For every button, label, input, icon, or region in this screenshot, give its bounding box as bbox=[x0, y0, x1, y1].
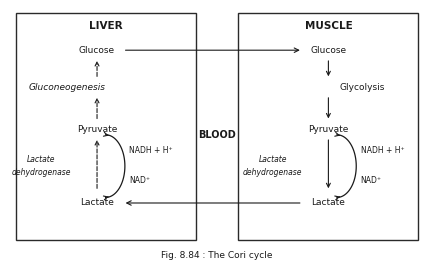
Text: MUSCLE: MUSCLE bbox=[305, 22, 352, 31]
Text: Lactate
dehydrogenase: Lactate dehydrogenase bbox=[12, 155, 71, 177]
Text: Lactate: Lactate bbox=[312, 199, 345, 207]
Text: Lactate
dehydrogenase: Lactate dehydrogenase bbox=[243, 155, 302, 177]
Text: Pyruvate: Pyruvate bbox=[308, 125, 349, 134]
Text: NADH + H⁺: NADH + H⁺ bbox=[361, 146, 404, 155]
Text: BLOOD: BLOOD bbox=[198, 129, 236, 140]
Text: NAD⁺: NAD⁺ bbox=[361, 176, 381, 185]
Text: Lactate: Lactate bbox=[80, 199, 114, 207]
Text: Glycolysis: Glycolysis bbox=[340, 83, 385, 91]
Text: Glucose: Glucose bbox=[310, 46, 346, 55]
Text: NAD⁺: NAD⁺ bbox=[129, 176, 150, 185]
Text: Fig. 8.84 : The Cori cycle: Fig. 8.84 : The Cori cycle bbox=[161, 251, 273, 260]
Text: Pyruvate: Pyruvate bbox=[77, 125, 117, 134]
Text: NADH + H⁺: NADH + H⁺ bbox=[129, 146, 173, 155]
Text: Glucose: Glucose bbox=[79, 46, 115, 55]
Text: Gluconeogenesis: Gluconeogenesis bbox=[29, 83, 105, 91]
Text: LIVER: LIVER bbox=[89, 22, 122, 31]
